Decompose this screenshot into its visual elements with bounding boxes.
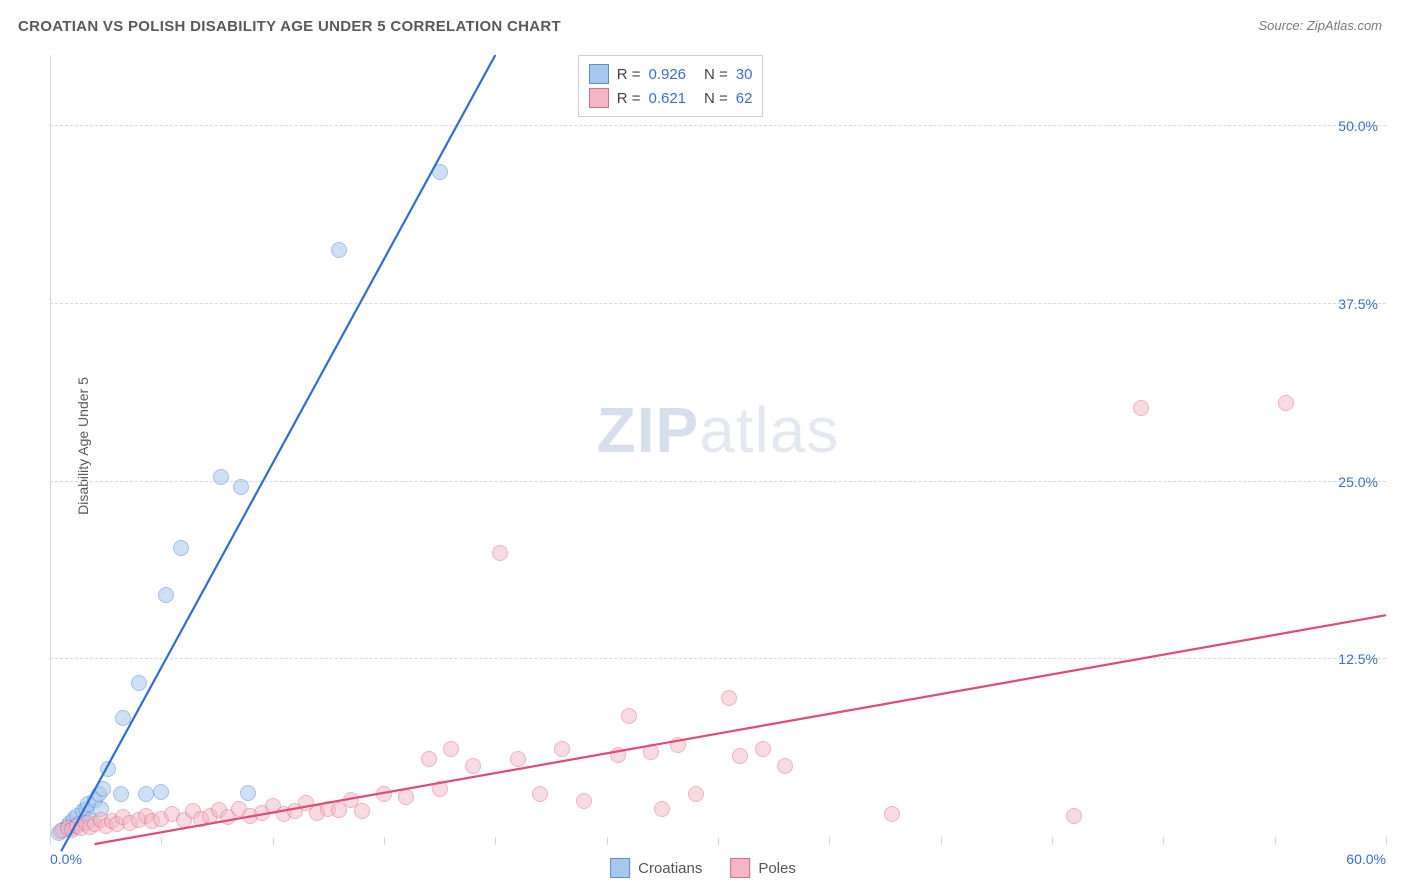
- legend-correlation-box: R = 0.926 N = 30 R = 0.621 N = 62: [578, 55, 764, 117]
- x-tick-label: 0.0%: [50, 851, 82, 867]
- x-tick: [607, 837, 608, 845]
- legend-swatch: [730, 858, 750, 878]
- legend-series-name: Poles: [758, 860, 796, 877]
- legend-R-label: R =: [617, 90, 641, 107]
- x-tick: [50, 837, 51, 845]
- legend-N-label: N =: [704, 90, 728, 107]
- legend-row: R = 0.621 N = 62: [589, 86, 753, 110]
- legend-bottom: Croatians Poles: [610, 858, 796, 878]
- chart-title: CROATIAN VS POLISH DISABILITY AGE UNDER …: [18, 18, 561, 35]
- source-credit: Source: ZipAtlas.com: [1258, 18, 1382, 33]
- legend-swatch: [589, 88, 609, 108]
- x-tick: [1275, 837, 1276, 845]
- legend-N-label: N =: [704, 66, 728, 83]
- legend-N-value: 30: [736, 66, 753, 83]
- trend-line: [95, 615, 1386, 844]
- legend-row: R = 0.926 N = 30: [589, 62, 753, 86]
- legend-N-value: 62: [736, 90, 753, 107]
- x-tick: [1386, 837, 1387, 845]
- legend-swatch: [610, 858, 630, 878]
- legend-R-label: R =: [617, 66, 641, 83]
- legend-bottom-item: Croatians: [610, 858, 702, 878]
- x-tick-label: 60.0%: [1346, 851, 1386, 867]
- legend-bottom-item: Poles: [730, 858, 796, 878]
- x-tick: [718, 837, 719, 845]
- legend-swatch: [589, 64, 609, 84]
- x-tick: [384, 837, 385, 845]
- trend-line: [61, 55, 495, 851]
- x-tick: [941, 837, 942, 845]
- legend-R-value: 0.621: [648, 90, 686, 107]
- x-tick: [829, 837, 830, 845]
- trend-lines: [50, 55, 1386, 837]
- chart-area: 12.5%25.0%37.5%50.0%0.0%60.0% ZIPatlas R…: [50, 55, 1386, 837]
- legend-series-name: Croatians: [638, 860, 702, 877]
- legend-R-value: 0.926: [648, 66, 686, 83]
- x-tick: [273, 837, 274, 845]
- x-tick: [495, 837, 496, 845]
- x-tick: [1163, 837, 1164, 845]
- x-tick: [1052, 837, 1053, 845]
- x-tick: [161, 837, 162, 845]
